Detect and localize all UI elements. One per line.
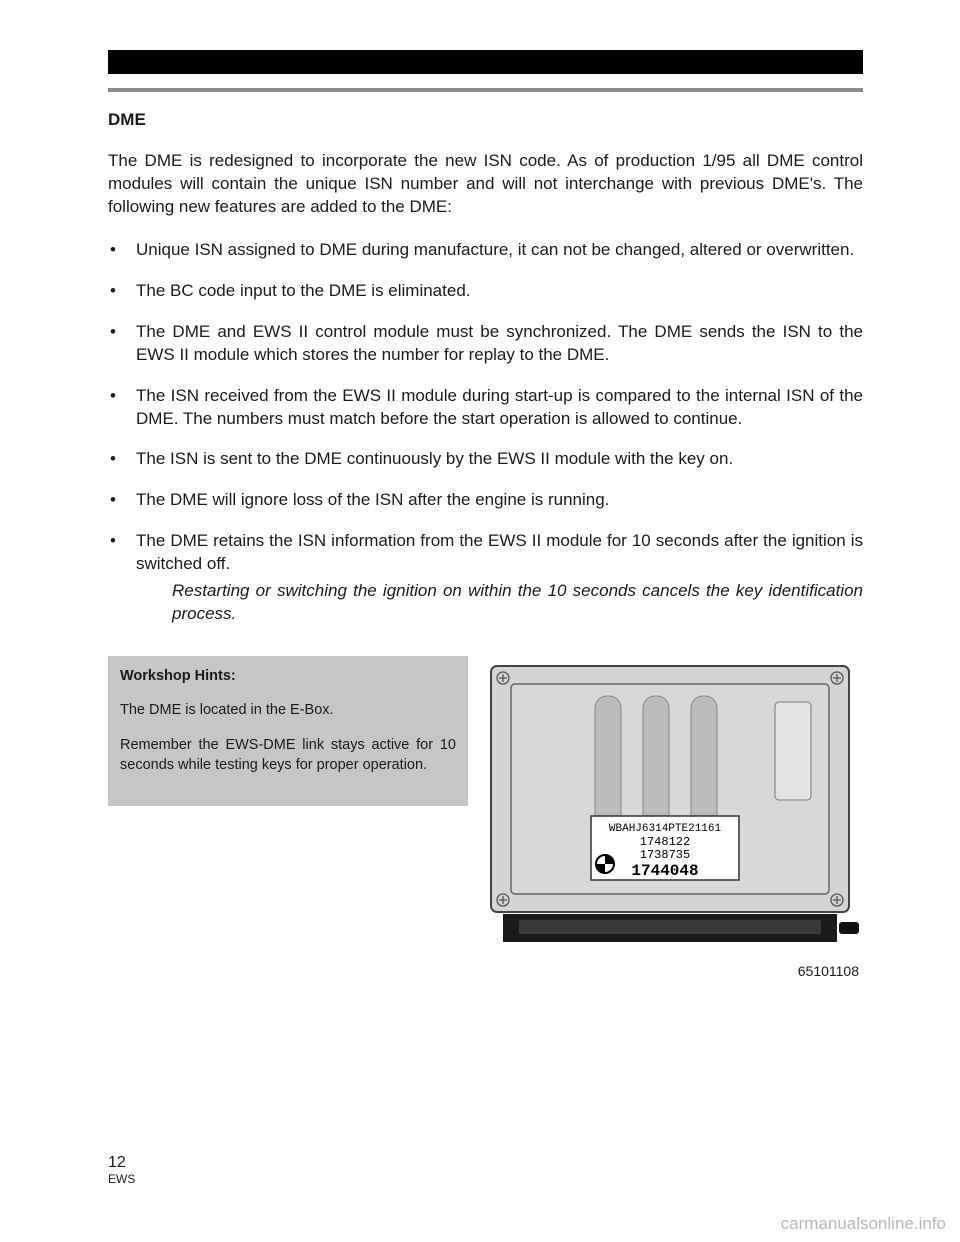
dme-figure: WBAHJ6314PTE21161 1748122 1738735 174404… [480, 656, 863, 979]
list-text: The BC code input to the DME is eliminat… [136, 281, 471, 300]
list-text: The ISN received from the EWS II module … [136, 386, 863, 428]
workshop-hints-line1: The DME is located in the E-Box. [120, 700, 456, 720]
figure-caption: 65101108 [480, 963, 863, 979]
label-line3: 1738735 [640, 848, 690, 862]
page-footer: 12 EWS [108, 1154, 135, 1186]
page-number: 12 [108, 1154, 135, 1172]
header-black-bar [108, 50, 863, 74]
list-text: The ISN is sent to the DME continuously … [136, 449, 733, 468]
list-note-italic: Restarting or switching the ignition on … [136, 576, 863, 626]
list-text: The DME will ignore loss of the ISN afte… [136, 490, 609, 509]
workshop-hints-title: Workshop Hints: [120, 666, 456, 686]
label-line4: 1744048 [631, 862, 698, 880]
section-heading: DME [108, 110, 863, 130]
feature-list: Unique ISN assigned to DME during manufa… [108, 239, 863, 626]
workshop-hints-line2: Remember the EWS-DME link stays active f… [120, 735, 456, 776]
label-line1: WBAHJ6314PTE21161 [609, 823, 722, 835]
list-text: The DME and EWS II control module must b… [136, 322, 863, 364]
list-item: The ISN is sent to the DME continuously … [108, 448, 863, 471]
lower-row: Workshop Hints: The DME is located in th… [108, 656, 863, 979]
page: DME The DME is redesigned to incorporate… [0, 0, 960, 1242]
list-item: The DME will ignore loss of the ISN afte… [108, 489, 863, 512]
label-line2: 1748122 [640, 835, 690, 849]
dme-module-illustration: WBAHJ6314PTE21161 1748122 1738735 174404… [483, 656, 863, 956]
list-item: The DME retains the ISN information from… [108, 530, 863, 626]
list-item: The ISN received from the EWS II module … [108, 385, 863, 431]
list-item: Unique ISN assigned to DME during manufa… [108, 239, 863, 262]
list-text: Unique ISN assigned to DME during manufa… [136, 240, 854, 259]
list-text: The DME retains the ISN information from… [136, 531, 863, 573]
doc-name: EWS [108, 1172, 135, 1186]
watermark-text: carmanualsonline.info [781, 1214, 946, 1234]
list-item: The DME and EWS II control module must b… [108, 321, 863, 367]
header-grey-rule [108, 88, 863, 92]
intro-paragraph: The DME is redesigned to incorporate the… [108, 150, 863, 219]
list-item: The BC code input to the DME is eliminat… [108, 280, 863, 303]
workshop-hints-box: Workshop Hints: The DME is located in th… [108, 656, 468, 806]
